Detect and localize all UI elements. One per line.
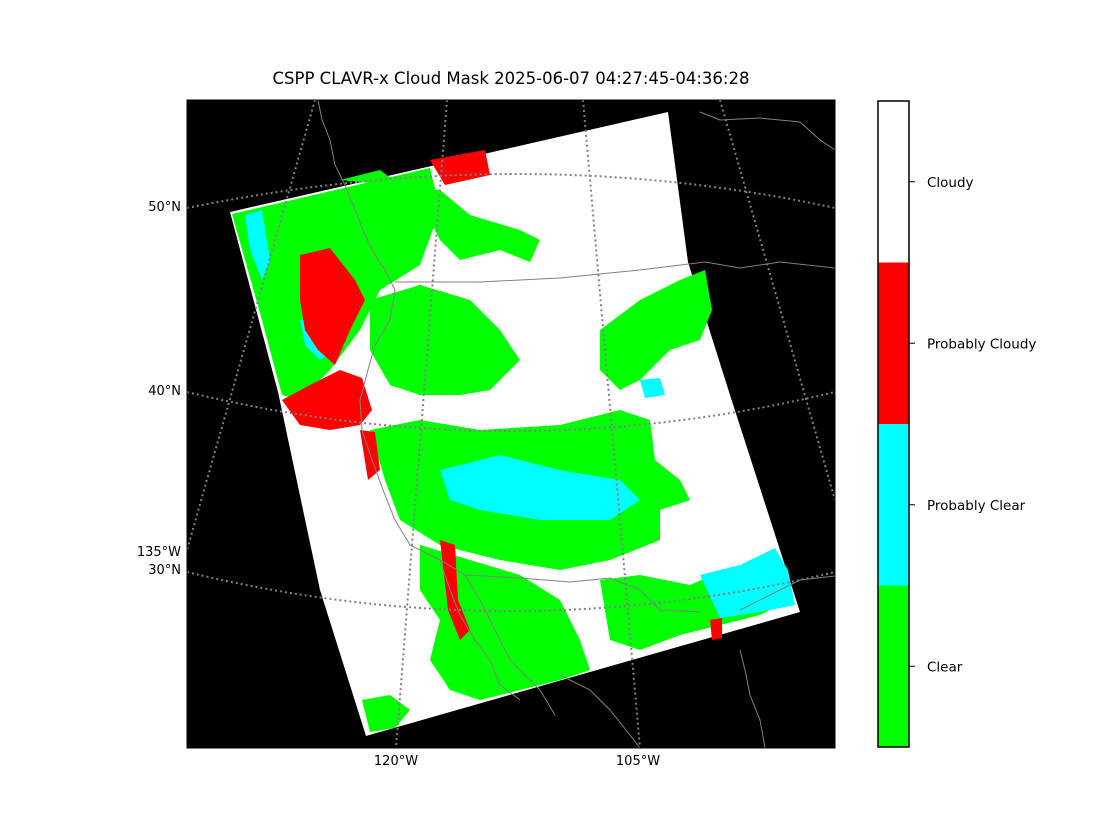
clear-region-mid-patches [430, 310, 490, 350]
clear-region-north [340, 170, 540, 262]
colorbar-segment-clear [878, 585, 909, 747]
probably-cloudy-pacific-north [300, 248, 365, 365]
lon-label-135w: 135°W [137, 545, 181, 560]
border-us-mexico [464, 574, 701, 613]
parallel-30n [187, 571, 835, 612]
coastline-gulf-coast [739, 575, 835, 611]
map-frame [186, 99, 836, 749]
probably-cloudy-gulf [710, 618, 722, 640]
probably-clear-east [700, 548, 795, 618]
colorbar-label: Probably Clear [927, 498, 1026, 514]
coastlines [317, 100, 835, 748]
coastline-baja [439, 559, 521, 701]
colorbar-label: Probably Cloudy [927, 336, 1036, 352]
clear-region-southwest [420, 545, 590, 700]
colorbar-label: Cloudy [927, 175, 974, 191]
coastline-gulf-mexico [739, 649, 766, 748]
clear-region-south-tip [362, 695, 410, 732]
lon-label-105w: 105°W [616, 754, 660, 769]
lon-label-120w: 120°W [374, 754, 418, 769]
colorbar-label: Clear [927, 659, 963, 675]
probably-clear-east-mid [640, 378, 665, 398]
probably-cloudy-pacific-south [282, 370, 372, 430]
coastline-hudson [699, 111, 835, 151]
meridian-90w [719, 100, 835, 501]
map-panel [187, 100, 835, 748]
graticule [187, 100, 835, 748]
probably-clear-west [245, 210, 270, 280]
lat-label-30n: 30°N [148, 563, 181, 578]
parallel-40n [187, 391, 835, 432]
coastline-north-america-west [317, 100, 556, 716]
plot-title: CSPP CLAVR-x Cloud Mask 2025-06-07 04:27… [272, 69, 750, 88]
meridian-120w [395, 100, 448, 748]
colorbar-segment-cloudy [878, 101, 909, 263]
colorbar: Cloudy Probably Cloudy Probably Clear Clear [877, 100, 1036, 748]
colorbar-segment-probably-cloudy [878, 262, 909, 424]
lat-label-50n: 50°N [148, 200, 181, 215]
meridian-105w [582, 100, 641, 748]
colorbar-frame [877, 100, 910, 748]
lat-label-40n: 40°N [148, 384, 181, 399]
border-us-canada [395, 261, 835, 283]
probably-clear-central [440, 455, 640, 520]
colorbar-segment-probably-clear [878, 424, 909, 586]
clear-region-east-upper [600, 270, 712, 390]
coastline-mexico-west [559, 674, 641, 748]
